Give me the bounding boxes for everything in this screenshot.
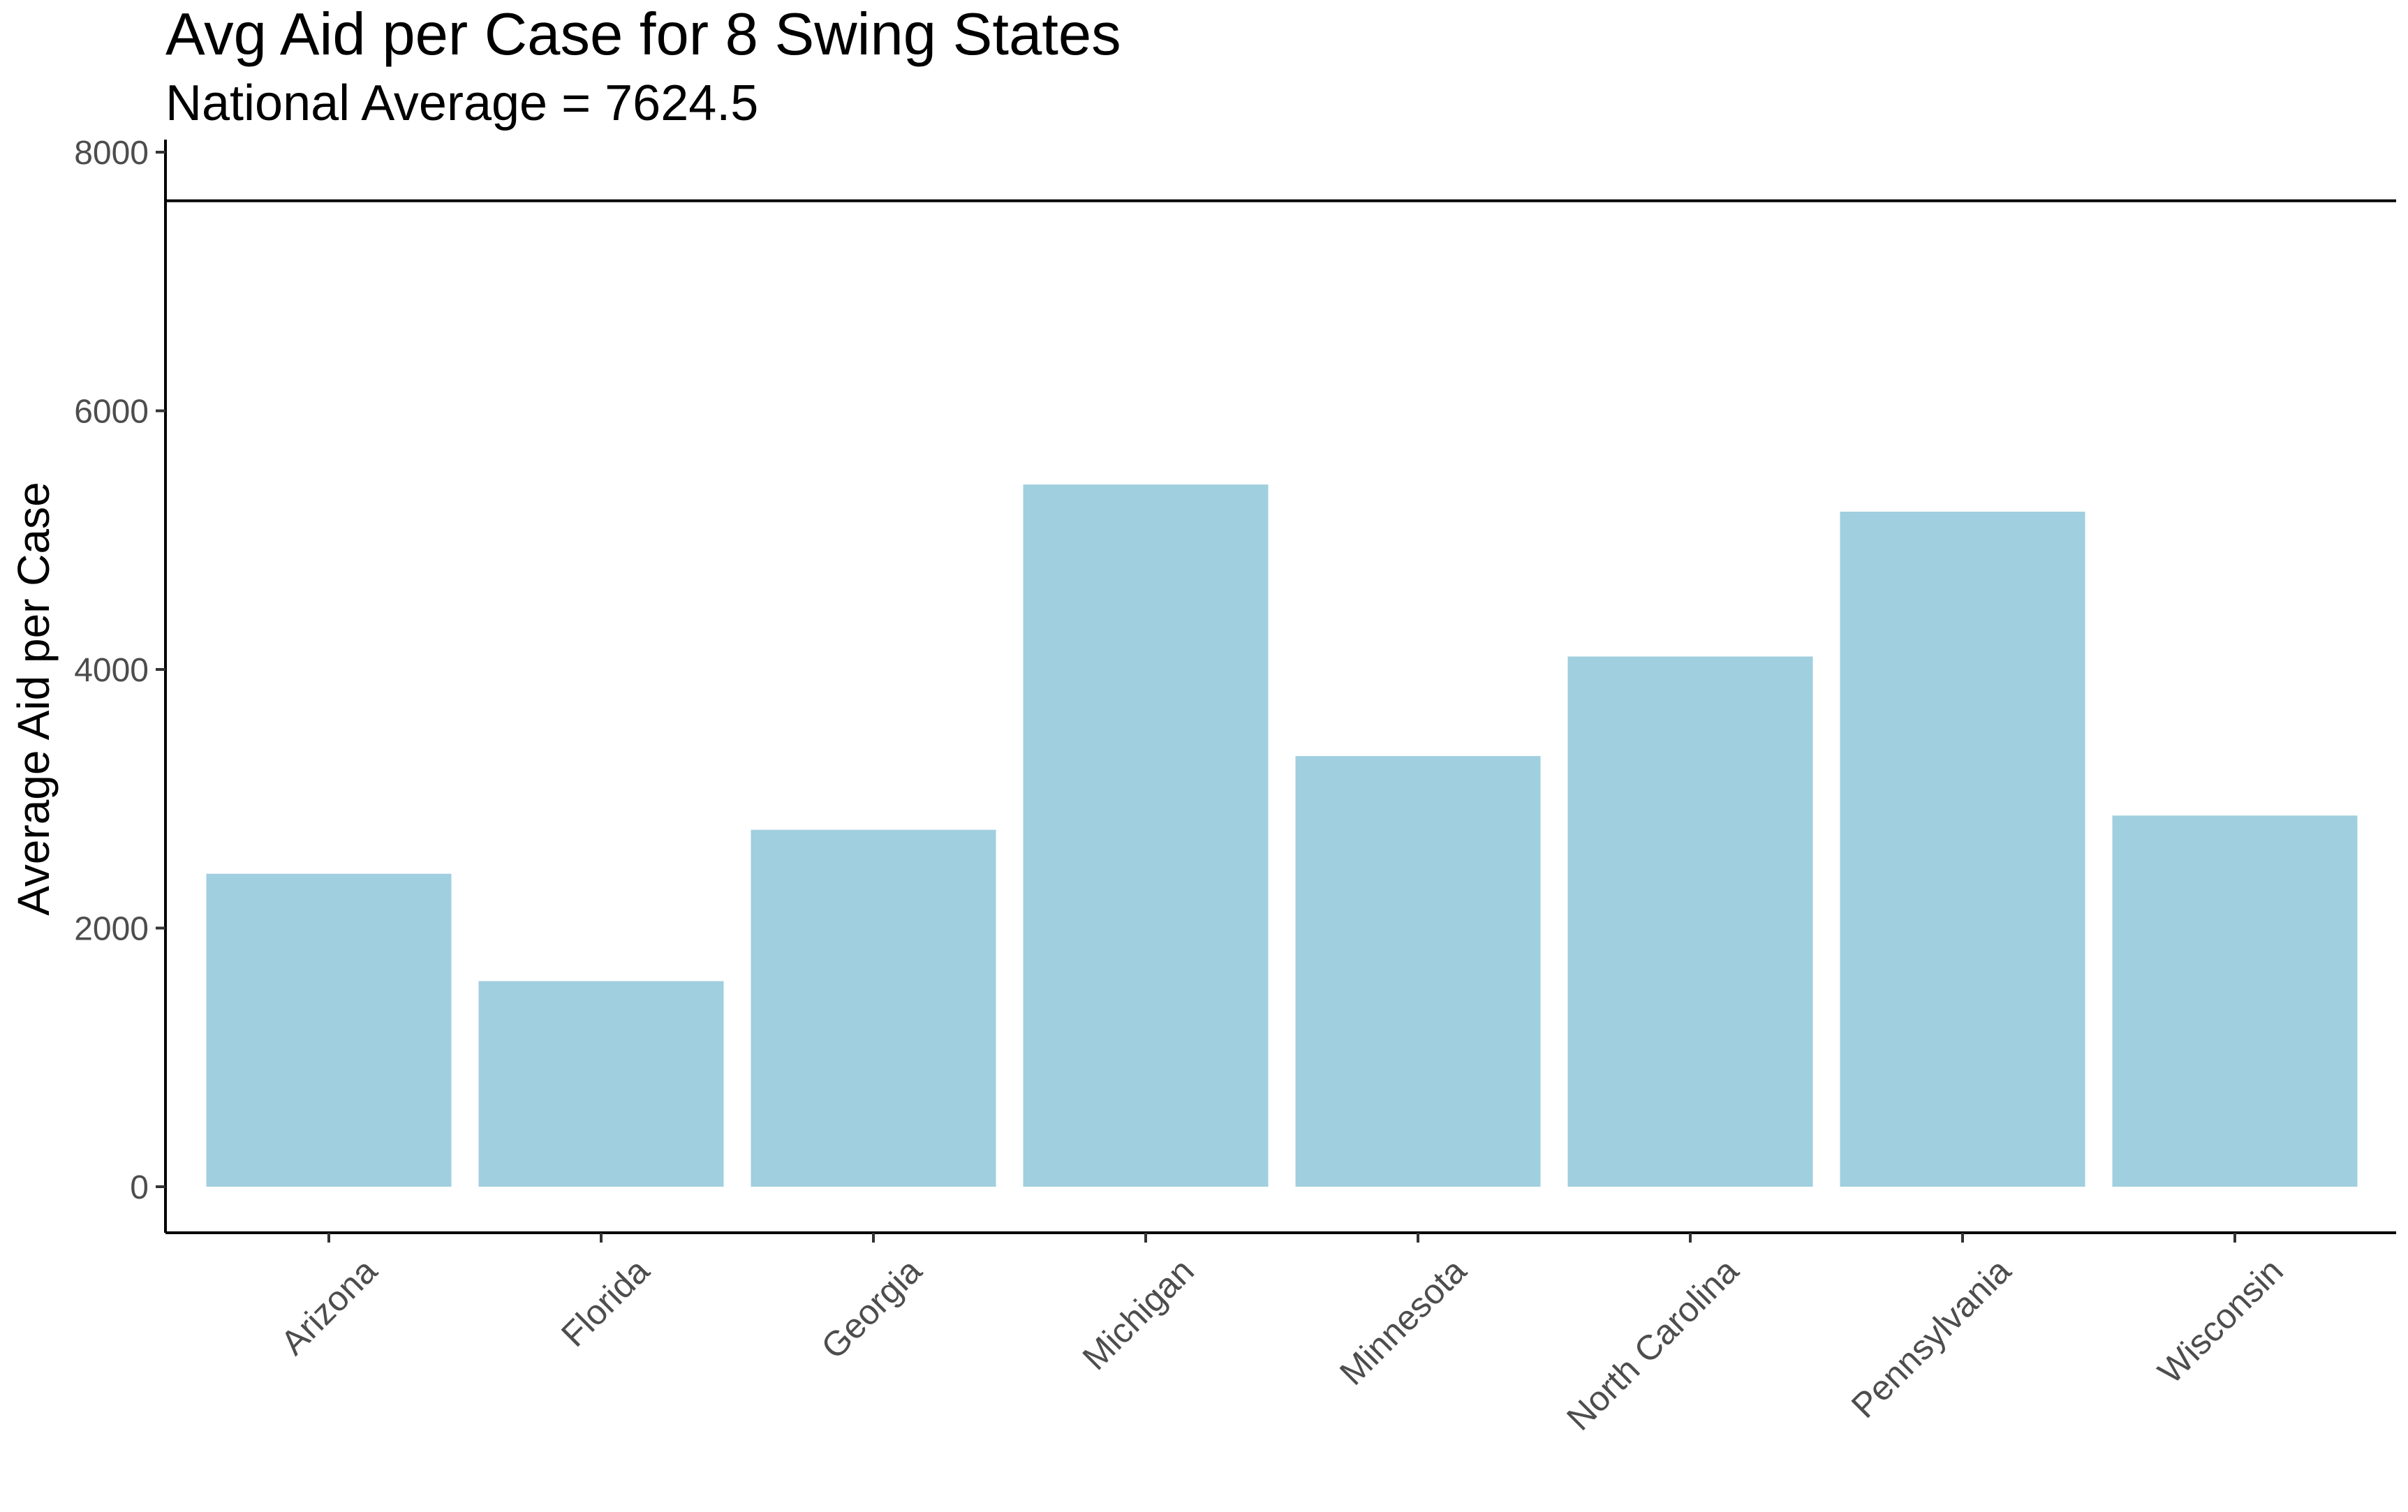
x-tick-label-pennsylvania: Pennsylvania [1844, 1251, 2018, 1425]
y-axis-title: Average Aid per Case [8, 482, 59, 915]
bar-georgia [751, 829, 996, 1187]
x-tick-label-north-carolina: North Carolina [1559, 1251, 1746, 1438]
bar-north-carolina [1567, 656, 1813, 1187]
bar-wisconsin [2112, 815, 2358, 1187]
y-axis: 0 2000 4000 6000 8000 [74, 135, 167, 1233]
chart-subtitle: National Average = 7624.5 [165, 75, 758, 131]
y-tick-label: 8000 [74, 135, 149, 172]
bar-michigan [1023, 484, 1269, 1187]
x-axis: Arizona Florida Georgia Michigan Minnesota No… [165, 1231, 2396, 1438]
x-tick-label-michigan: Michigan [1075, 1251, 1202, 1377]
x-tick-label-minnesota: Minnesota [1332, 1251, 1474, 1393]
bar-minnesota [1295, 756, 1541, 1187]
y-tick-label: 0 [130, 1169, 149, 1206]
y-tick-label: 4000 [74, 652, 149, 689]
x-tick-label-arizona: Arizona [273, 1251, 385, 1363]
y-tick-label: 6000 [74, 394, 149, 431]
bar-florida [478, 981, 724, 1187]
chart-title: Avg Aid per Case for 8 Swing States [165, 1, 1121, 68]
y-tick-label: 2000 [74, 911, 149, 948]
bar-pennsylvania [1840, 512, 2085, 1187]
bars-layer [206, 484, 2358, 1187]
x-tick-label-wisconsin: Wisconsin [2150, 1251, 2291, 1391]
x-tick-label-georgia: Georgia [813, 1251, 929, 1367]
x-tick-label-florida: Florida [554, 1251, 657, 1354]
bar-arizona [206, 873, 452, 1187]
